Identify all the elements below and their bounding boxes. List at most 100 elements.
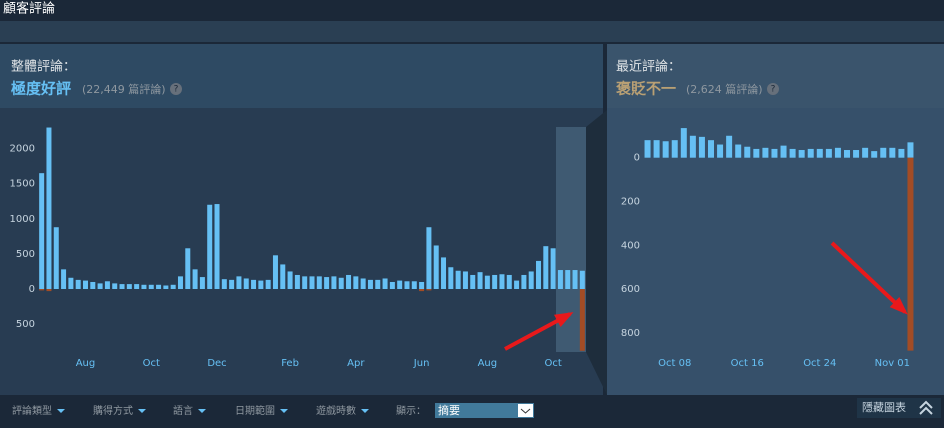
- bar: [192, 269, 198, 290]
- help-text[interactable]: ?: [174, 85, 179, 95]
- collapse-icon[interactable]: [919, 400, 933, 415]
- bar: [753, 148, 760, 158]
- x-tick-label: Oct: [143, 358, 160, 369]
- bar: [221, 279, 227, 290]
- bar: [477, 272, 483, 290]
- bar: [536, 260, 542, 290]
- bar: [907, 142, 914, 158]
- x-tick-label: Apr: [347, 358, 365, 369]
- bar: [834, 147, 841, 158]
- bar: [419, 281, 425, 290]
- display-select[interactable]: [435, 403, 534, 418]
- x-tick-label: Feb: [281, 358, 299, 369]
- bar: [272, 255, 278, 290]
- hide-text[interactable]: 隱藏圖表: [862, 400, 906, 414]
- bar: [163, 285, 169, 290]
- overall-label: 整體評論：: [11, 59, 76, 75]
- section-title: 顧客評論: [3, 1, 55, 17]
- bar: [251, 279, 257, 290]
- bar: [280, 264, 286, 290]
- filter-item[interactable]: 日期範圍: [235, 404, 275, 417]
- bar: [506, 274, 512, 290]
- bar: [199, 277, 205, 290]
- dropdown-arrow: [280, 409, 288, 413]
- bar: [521, 274, 527, 290]
- bar: [324, 277, 330, 290]
- overall-head: [0, 44, 603, 108]
- y-tick-label: 500: [16, 249, 35, 260]
- display-label: 顯示：: [396, 405, 426, 417]
- bar: [844, 150, 850, 158]
- bar: [46, 127, 52, 290]
- bar: [68, 277, 74, 290]
- overall-count: (22,449 篇評論): [82, 82, 166, 96]
- bar: [579, 270, 585, 290]
- bar: [780, 145, 787, 158]
- bar: [499, 274, 505, 290]
- dropdown-arrow: [198, 409, 206, 413]
- bar: [550, 248, 556, 290]
- bar: [644, 140, 651, 158]
- filter-item[interactable]: 語言: [173, 404, 193, 417]
- bar: [492, 274, 498, 290]
- bar: [426, 289, 432, 291]
- bar: [698, 136, 705, 158]
- display-value[interactable]: 摘要: [438, 403, 460, 417]
- recent-rating: 褒貶不一: [615, 80, 676, 98]
- bar: [185, 248, 191, 290]
- bar: [411, 281, 417, 290]
- overall-rating: 極度好評: [10, 80, 71, 98]
- bar: [426, 227, 432, 290]
- bar: [455, 270, 461, 290]
- help-text[interactable]: ?: [771, 85, 776, 95]
- bar: [662, 141, 669, 158]
- x-tick-label: Aug: [478, 358, 498, 369]
- bar: [170, 284, 176, 290]
- recent-label: 最近評論：: [616, 59, 681, 75]
- bar: [462, 271, 468, 290]
- bar: [717, 144, 724, 158]
- bar: [360, 278, 366, 290]
- x-tick-label: Aug: [76, 358, 96, 369]
- bar: [726, 135, 733, 158]
- bar: [302, 276, 308, 290]
- bar: [816, 148, 823, 158]
- select-arrow[interactable]: [518, 404, 533, 417]
- bar: [134, 284, 140, 290]
- bar: [744, 146, 751, 158]
- y-tick-label: 1000: [10, 214, 35, 225]
- y-tick-label: 0: [634, 153, 640, 164]
- filter-item[interactable]: 遊戲時數: [316, 404, 356, 417]
- bar: [61, 269, 67, 290]
- bar: [214, 204, 220, 290]
- x-tick-label: Dec: [207, 358, 226, 369]
- y-tick-label: 200: [621, 197, 640, 208]
- bar: [514, 280, 520, 290]
- bar: [46, 289, 52, 292]
- dropdown-arrow: [138, 409, 146, 413]
- filter-item[interactable]: 購得方式: [93, 404, 133, 417]
- bar: [557, 270, 563, 290]
- help-icon[interactable]: [767, 83, 779, 95]
- dropdown-arrow: [361, 409, 369, 413]
- bar: [880, 147, 887, 158]
- bar: [141, 284, 147, 290]
- x-tick-label: Oct: [544, 358, 561, 369]
- bar: [853, 150, 860, 158]
- bar: [309, 276, 315, 290]
- bar: [148, 284, 154, 290]
- bar: [112, 283, 118, 290]
- x-tick-label: Oct 08: [658, 358, 691, 369]
- y-tick-label: 600: [621, 284, 640, 295]
- bar: [39, 173, 45, 290]
- bar: [82, 280, 88, 290]
- y-tick-label: 2000: [10, 144, 35, 155]
- help-icon[interactable]: [170, 83, 182, 95]
- filter-item[interactable]: 評論類型: [12, 404, 52, 417]
- y-tick-label: 0: [29, 284, 35, 295]
- bar: [287, 271, 293, 290]
- annotation-arrow: [830, 241, 907, 314]
- arrow-icon: [520, 408, 531, 414]
- bar: [484, 275, 490, 290]
